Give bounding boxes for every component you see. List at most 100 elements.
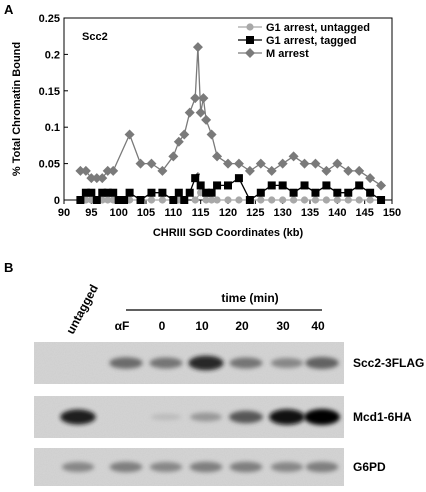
data-point [299,158,310,169]
x-axis-title: CHRIII SGD Coordinates (kb) [153,227,304,239]
blot-band [229,461,263,473]
untagged-lane-label: untagged [63,282,101,336]
data-point [300,196,309,204]
data-point [192,42,203,53]
data-point [91,173,102,184]
data-point [191,174,200,183]
legend-label: M arrest [266,48,309,60]
data-point [120,196,129,204]
y-tick-label: 0.15 [39,86,60,98]
x-tick-label: 105 [137,207,155,219]
data-point [344,196,352,204]
blot-1: Scc2-3FLAG [34,342,424,384]
x-axis-ticks: 90 95 100 105 110 115 120 125 130 135 140 145 150 [58,200,401,219]
blot-band [150,413,182,421]
blot-band [270,462,304,472]
data-point [290,196,298,204]
data-point [213,181,222,190]
data-point [343,165,354,176]
data-point [169,196,178,204]
blot-3: G6PD [34,448,386,486]
chromatin-binding-chart: Scc2 % Total Chromatin Bound CHRIII SGD … [11,13,401,239]
data-point [245,196,254,204]
data-point [76,196,85,204]
blot-label: Scc2-3FLAG [353,356,424,370]
x-tick-label: 95 [85,207,97,219]
data-point [255,158,266,169]
blot-band [269,409,305,425]
x-tick-label: 140 [328,207,346,219]
data-point [300,181,309,190]
data-point [213,196,221,204]
data-point [206,129,217,140]
data-point [75,165,86,176]
y-tick-label: 0 [54,195,60,207]
data-point [147,188,156,197]
data-point [234,174,243,183]
blot-band [270,358,304,368]
data-point [366,196,374,204]
data-point [354,165,365,176]
blot-band [109,461,143,473]
lane-label: 40 [311,319,325,333]
lane-labels: αF 0 10 20 30 40 [115,319,325,333]
panel-b-letter: B [4,260,13,275]
data-point [103,188,112,197]
data-point [224,196,232,204]
blot-label: Mcd1-6HA [353,410,412,424]
legend-label: G1 arrest, tagged [266,35,356,47]
blot-band [61,462,95,472]
y-tick-label: 0.25 [39,13,60,25]
data-point [185,188,194,197]
y-axis-ticks: 0 0.05 0.1 0.15 0.2 0.25 [39,13,68,207]
data-point [289,188,298,197]
data-point [355,181,364,190]
blot-band [305,357,339,369]
legend-marker [245,48,255,58]
data-point [322,181,331,190]
data-point [80,165,91,176]
x-tick-label: 125 [246,207,264,219]
data-point [198,93,209,104]
data-point [376,180,387,191]
data-point [196,181,205,190]
data-point [158,196,166,204]
peak-annotation: * [196,171,201,183]
data-point [136,196,145,204]
blot-band [188,355,224,371]
data-point [256,188,265,197]
data-point [233,158,244,169]
lane-label: 30 [276,319,290,333]
data-point [212,151,223,162]
data-point [257,196,265,204]
data-point [180,196,189,204]
data-point [277,158,288,169]
x-tick-label: 115 [192,207,210,219]
data-point [195,107,206,118]
data-point [235,196,243,204]
data-point [223,158,233,169]
data-point [311,196,320,204]
data-point [321,165,332,176]
series-layer [75,42,387,204]
data-point [184,107,195,118]
data-point [81,188,90,197]
x-tick-label: 150 [383,207,401,219]
data-point [191,196,199,204]
data-point [310,158,321,169]
data-point [108,165,119,176]
data-point [344,188,353,197]
data-point [365,173,376,184]
data-point [124,129,135,140]
y-tick-label: 0.05 [39,159,60,171]
lane-label: 10 [195,319,209,333]
data-point [125,188,134,197]
data-point [104,196,112,204]
data-point [102,165,113,176]
data-point [244,165,255,176]
series-square [76,174,386,204]
blot-band [149,357,183,369]
data-point [135,158,146,169]
